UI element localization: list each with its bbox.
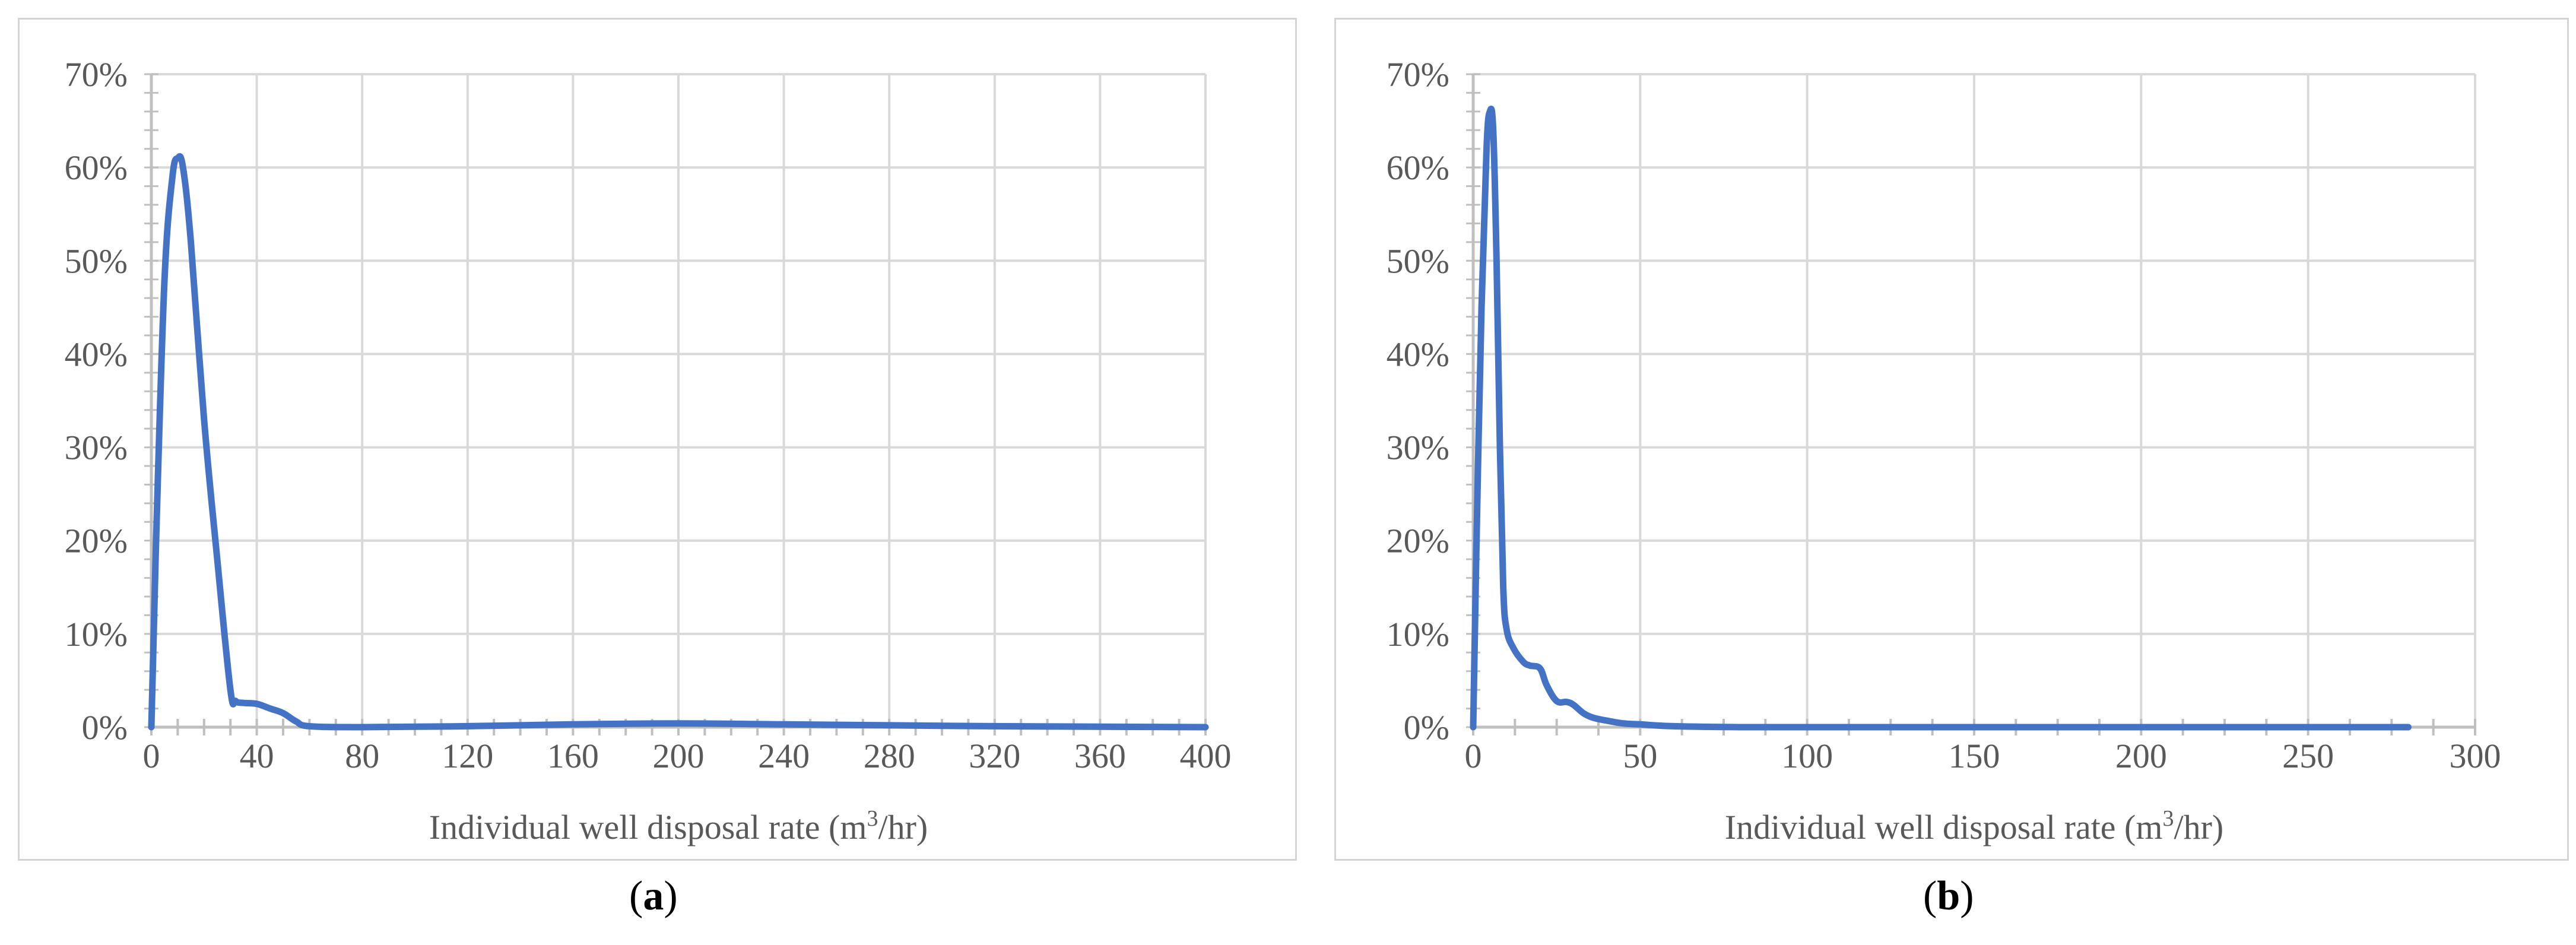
caption-a: (a) xyxy=(629,873,678,919)
caption-a-letter: a xyxy=(643,873,664,919)
x-tick-label: 0 xyxy=(1465,737,1482,775)
x-tick-label: 80 xyxy=(345,737,379,775)
x-tick-label: 160 xyxy=(547,737,599,775)
x-axis-title: Individual well disposal rate (m3/hr) xyxy=(1725,806,2223,846)
x-tick-label: 200 xyxy=(2115,737,2167,775)
y-tick-label: 30% xyxy=(65,429,128,467)
caption-b-letter: b xyxy=(1937,873,1960,919)
x-tick-label: 240 xyxy=(758,737,810,775)
x-axis-title-tail: /hr) xyxy=(2174,808,2223,846)
series-line xyxy=(1470,105,2412,731)
y-tick-label: 40% xyxy=(65,335,128,373)
y-tick-label: 20% xyxy=(65,522,128,560)
chart-panel-a: 0% 10% 20% 30% 40% 50% 60% 70% 0 40 80 120 160 200 240… xyxy=(18,18,1297,861)
x-tick-label: 360 xyxy=(1074,737,1126,775)
series-line xyxy=(148,153,1209,731)
x-axis-title: Individual well disposal rate (m3/hr) xyxy=(429,806,928,846)
y-tick-label: 70% xyxy=(65,55,128,94)
x-tick-label: 0 xyxy=(143,737,160,775)
x-tick-label: 300 xyxy=(2450,737,2501,775)
y-tick-label: 10% xyxy=(65,615,128,654)
x-tick-label: 280 xyxy=(864,737,915,775)
y-tick-label: 70% xyxy=(1387,55,1449,94)
x-tick-label: 100 xyxy=(1781,737,1833,775)
chart-svg-a: 0% 10% 20% 30% 40% 50% 60% 70% 0 40 80 120 160 200 240… xyxy=(65,55,1232,846)
x-tick-label: 200 xyxy=(653,737,705,775)
x-tick-label: 120 xyxy=(442,737,493,775)
y-tick-label: 0% xyxy=(1404,708,1449,747)
chart-svg-b: 0% 10% 20% 30% 40% 50% 60% 70% 0 50 100 150 200 250 30… xyxy=(1387,55,2501,846)
chart-panel-b: 0% 10% 20% 30% 40% 50% 60% 70% 0 50 100 150 200 250 30… xyxy=(1334,18,2569,861)
y-tick-label: 0% xyxy=(82,708,128,747)
x-axis-title-tail: /hr) xyxy=(878,808,928,846)
x-tick-label: 40 xyxy=(240,737,274,775)
x-tick-label: 400 xyxy=(1180,737,1232,775)
y-tick-label: 20% xyxy=(1387,522,1449,560)
caption-b: (b) xyxy=(1923,873,1974,919)
y-tick-label: 60% xyxy=(1387,148,1449,187)
x-tick-label: 250 xyxy=(2282,737,2334,775)
y-tick-label: 60% xyxy=(65,148,128,187)
y-tick-label: 40% xyxy=(1387,335,1449,373)
x-tick-label: 50 xyxy=(1623,737,1657,775)
x-axis-title-sup: 3 xyxy=(867,806,878,831)
x-axis-title-main: Individual well disposal rate (m xyxy=(429,808,867,846)
x-axis-title-main: Individual well disposal rate (m xyxy=(1725,808,2163,846)
x-tick-label: 320 xyxy=(969,737,1020,775)
y-tick-label: 50% xyxy=(1387,242,1449,280)
y-tick-label: 50% xyxy=(65,242,128,280)
x-axis-title-sup: 3 xyxy=(2162,806,2174,831)
y-tick-label: 30% xyxy=(1387,429,1449,467)
y-tick-label: 10% xyxy=(1387,615,1449,654)
x-tick-label: 150 xyxy=(1949,737,2000,775)
